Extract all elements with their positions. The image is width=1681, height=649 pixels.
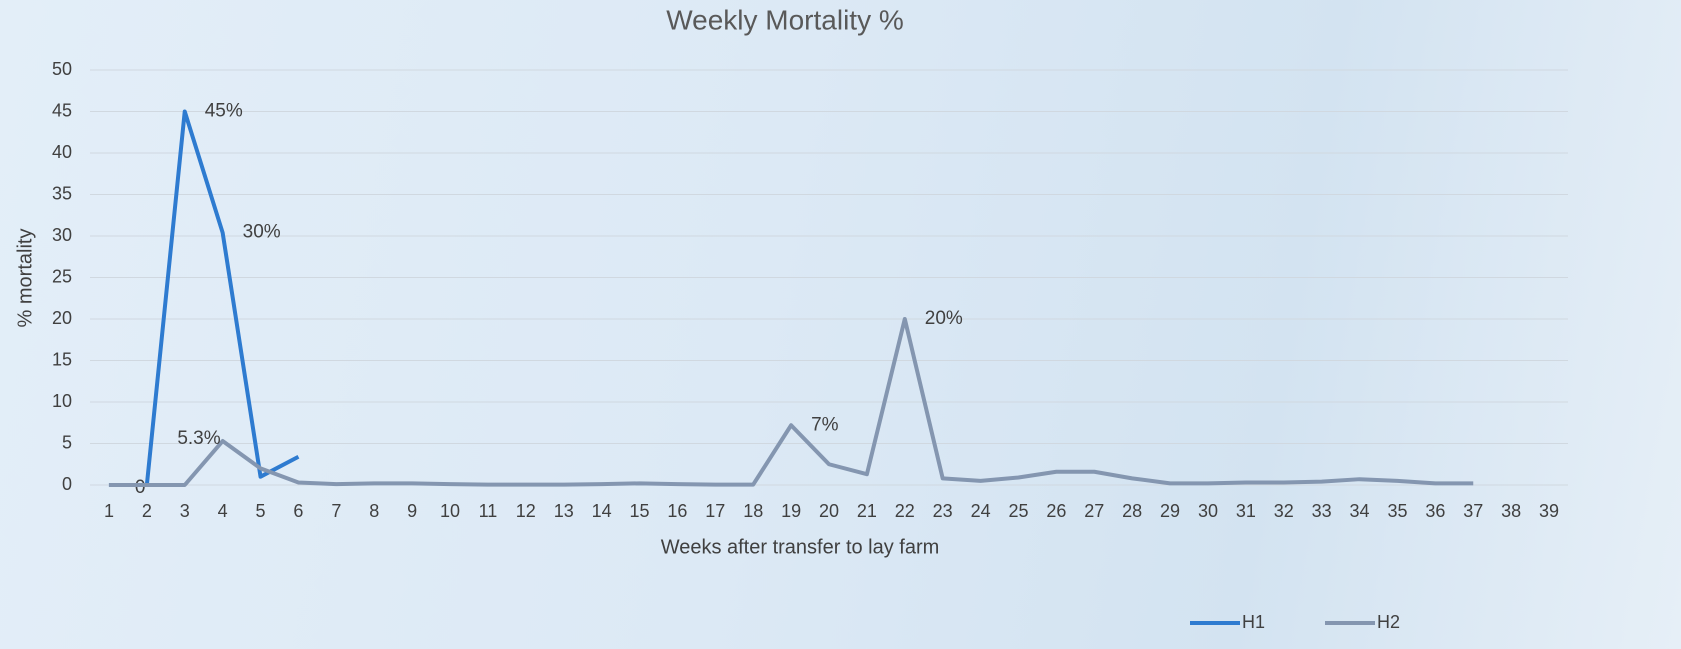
x-tick-label: 8: [369, 501, 379, 521]
chart-title: Weekly Mortality %: [666, 4, 904, 35]
x-tick-label: 11: [479, 501, 498, 521]
x-tick-label: 32: [1274, 501, 1294, 521]
data-label: 30%: [243, 222, 281, 243]
x-tick-label: 35: [1387, 501, 1407, 521]
x-tick-label: 6: [293, 501, 303, 521]
x-tick-label: 23: [933, 501, 953, 521]
x-tick-label: 21: [857, 501, 877, 521]
x-tick-label: 34: [1350, 501, 1370, 521]
x-tick-label: 15: [629, 501, 649, 521]
x-tick-label: 1: [104, 501, 114, 521]
x-tick-label: 20: [819, 501, 839, 521]
x-tick-label: 18: [743, 501, 763, 521]
data-label: 45%: [205, 101, 243, 122]
x-tick-label: 27: [1084, 501, 1104, 521]
x-tick-label: 13: [554, 501, 574, 521]
x-axis-title: Weeks after transfer to lay farm: [661, 536, 940, 558]
chart: Weekly Mortality % Weeks after transfer …: [0, 0, 1681, 649]
y-tick-label: 15: [52, 349, 72, 369]
x-tick-label: 31: [1236, 501, 1256, 521]
x-tick-label: 38: [1501, 501, 1521, 521]
y-tick-label: 10: [52, 391, 72, 411]
x-tick-label: 7: [331, 501, 341, 521]
y-tick-label: 40: [52, 142, 72, 162]
y-tick-label: 0: [62, 474, 72, 494]
x-tick-label: 12: [516, 501, 536, 521]
y-tick-label: 50: [52, 59, 72, 79]
x-tick-label: 30: [1198, 501, 1218, 521]
x-tick-label: 33: [1312, 501, 1332, 521]
legend-label: H1: [1242, 612, 1265, 632]
x-tick-label: 9: [407, 501, 417, 521]
x-tick-label: 28: [1122, 501, 1142, 521]
x-tick-label: 4: [218, 501, 228, 521]
x-tick-label: 39: [1539, 501, 1559, 521]
x-tick-label: 10: [440, 501, 460, 521]
data-label: 5.3%: [177, 428, 220, 449]
x-tick-label: 19: [781, 501, 801, 521]
x-tick-label: 5: [256, 501, 266, 521]
y-tick-label: 20: [52, 308, 72, 328]
data-label: 7%: [811, 414, 839, 435]
legend-label: H2: [1377, 612, 1400, 632]
y-tick-label: 35: [52, 183, 72, 203]
x-tick-label: 2: [142, 501, 152, 521]
y-tick-label: 5: [62, 432, 72, 452]
page: {"chart_data": {"type": "line", "title":…: [0, 0, 1681, 649]
x-tick-label: 36: [1425, 501, 1445, 521]
x-tick-label: 25: [1008, 501, 1028, 521]
data-label: 20%: [925, 308, 963, 329]
x-tick-label: 16: [667, 501, 687, 521]
x-tick-label: 14: [592, 501, 612, 521]
x-tick-label: 37: [1463, 501, 1483, 521]
data-label: 0: [135, 477, 146, 498]
x-tick-label: 29: [1160, 501, 1180, 521]
x-tick-label: 3: [180, 501, 190, 521]
y-axis-title: % mortality: [14, 229, 36, 328]
x-tick-label: 24: [971, 501, 991, 521]
x-tick-label: 22: [895, 501, 915, 521]
y-tick-label: 45: [52, 100, 72, 120]
y-tick-label: 25: [52, 266, 72, 286]
y-tick-label: 30: [52, 225, 72, 245]
x-tick-label: 17: [705, 501, 725, 521]
x-tick-label: 26: [1046, 501, 1066, 521]
